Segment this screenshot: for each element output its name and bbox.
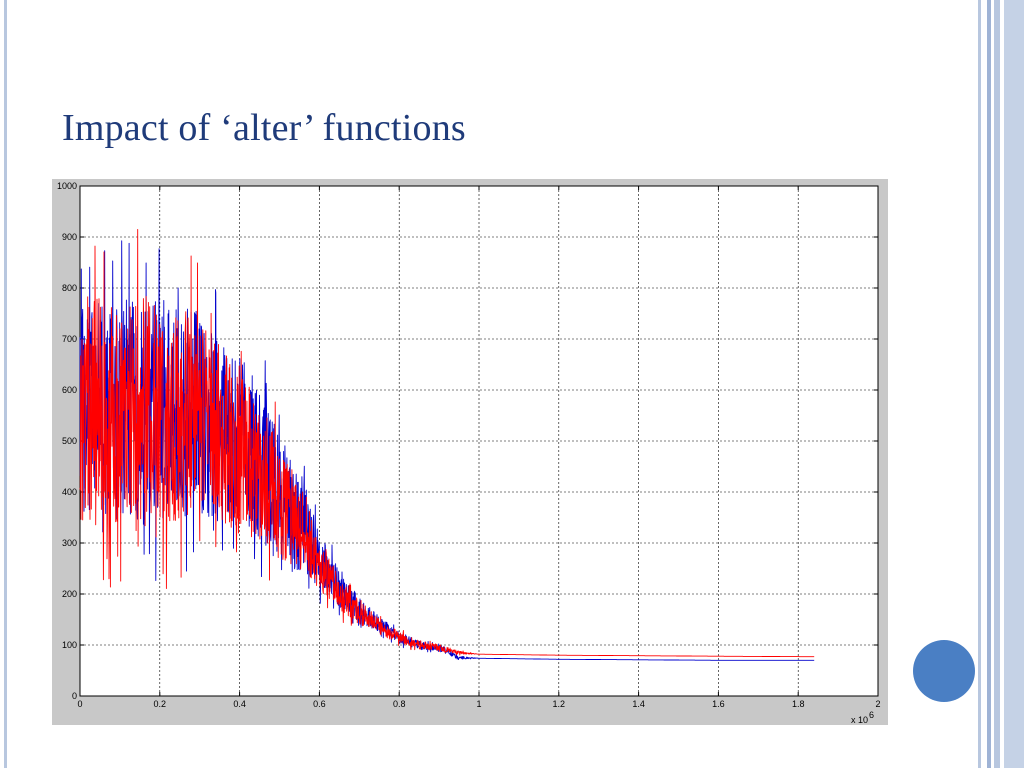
x-tick-label: 0.2 — [154, 699, 167, 709]
y-tick-label: 600 — [62, 385, 77, 395]
x-tick-label: 2 — [875, 699, 880, 709]
x-tick-label: 1.8 — [792, 699, 805, 709]
x-tick-label: 1 — [476, 699, 481, 709]
x-tick-label: 0.8 — [393, 699, 406, 709]
y-tick-label: 500 — [62, 436, 77, 446]
decorative-circle — [913, 640, 975, 702]
chart-frame: 0 0.2 0.4 0.6 0.8 1 1.2 1.4 1.6 1.8 2 0 100 200 300 400… — [52, 179, 888, 725]
x-tick-label: 1.4 — [632, 699, 645, 709]
slide-title: Impact of ‘alter’ functions — [62, 107, 466, 149]
y-tick-label: 200 — [62, 589, 77, 599]
x-tick-label: 1.2 — [553, 699, 566, 709]
y-tick-label: 400 — [62, 487, 77, 497]
series-line-2 — [79, 228, 815, 658]
slide-frame-right — [978, 0, 1024, 768]
x-exponent-label: x 10 — [851, 715, 868, 725]
y-tick-label: 1000 — [57, 181, 77, 191]
y-tick-label: 300 — [62, 538, 77, 548]
y-tick-label: 900 — [62, 232, 77, 242]
x-tick-label: 0.4 — [233, 699, 246, 709]
y-tick-label: 0 — [72, 691, 77, 701]
y-tick-label: 100 — [62, 640, 77, 650]
line-chart: 0 0.2 0.4 0.6 0.8 1 1.2 1.4 1.6 1.8 2 0 100 200 300 400… — [57, 181, 881, 725]
x-tick-label: 0.6 — [313, 699, 326, 709]
y-tick-label: 700 — [62, 334, 77, 344]
x-tick-label: 0 — [77, 699, 82, 709]
x-tick-label: 1.6 — [712, 699, 725, 709]
x-exponent: 6 — [869, 710, 874, 720]
y-tick-label: 800 — [62, 283, 77, 293]
slide-frame-left — [4, 0, 7, 768]
